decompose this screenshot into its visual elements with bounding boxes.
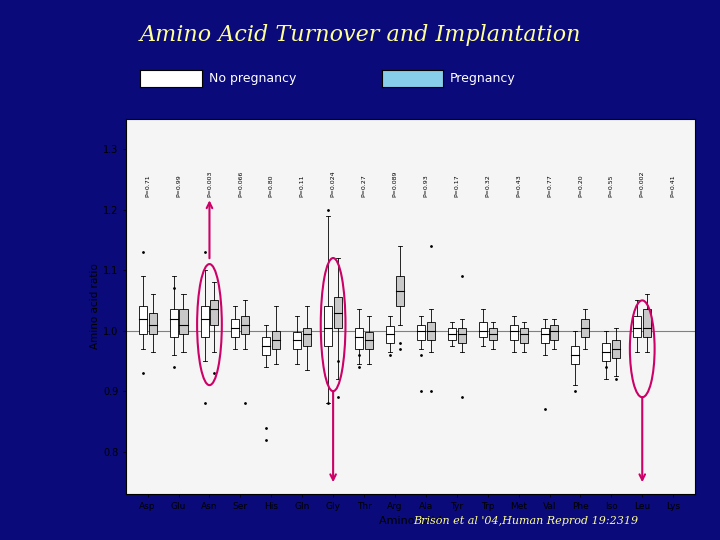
Text: P=0.55: P=0.55	[609, 175, 614, 198]
Bar	[303, 328, 311, 346]
Text: P=0.089: P=0.089	[392, 171, 397, 198]
Bar	[179, 309, 187, 334]
Bar	[272, 330, 280, 349]
Bar	[427, 322, 435, 340]
Bar	[541, 328, 549, 343]
Bar	[365, 332, 373, 349]
Bar	[510, 325, 518, 340]
Text: P=0.024: P=0.024	[330, 171, 336, 198]
Text: P=0.99: P=0.99	[176, 175, 181, 198]
Bar	[458, 328, 466, 343]
Text: P=0.43: P=0.43	[516, 175, 521, 198]
Text: P=0.27: P=0.27	[361, 175, 366, 198]
Bar	[550, 325, 559, 340]
Bar	[520, 328, 528, 343]
Bar	[603, 343, 611, 361]
Text: P=0.77: P=0.77	[547, 175, 552, 198]
Bar	[612, 340, 621, 358]
Text: P=0.41: P=0.41	[670, 175, 675, 198]
Bar	[170, 309, 178, 337]
X-axis label: Amino Acid: Amino Acid	[379, 516, 442, 526]
Bar	[396, 276, 404, 307]
Bar	[262, 337, 271, 355]
Y-axis label: Amino acid ratio: Amino acid ratio	[90, 264, 100, 349]
Bar	[334, 298, 342, 328]
Text: P=0.003: P=0.003	[207, 171, 212, 198]
Text: P=0.93: P=0.93	[423, 175, 428, 198]
Bar	[634, 315, 642, 337]
Bar	[355, 328, 363, 349]
Bar	[324, 307, 332, 346]
Text: P=0.11: P=0.11	[300, 175, 305, 198]
Text: P=0.20: P=0.20	[578, 175, 583, 198]
Bar	[417, 325, 425, 340]
Bar	[210, 300, 218, 325]
Bar	[200, 307, 209, 337]
Text: P=0.71: P=0.71	[145, 175, 150, 198]
Bar	[241, 315, 249, 334]
Bar	[572, 346, 580, 364]
Bar	[139, 307, 147, 334]
Bar	[581, 319, 590, 337]
Text: No pregnancy: No pregnancy	[209, 72, 296, 85]
Bar	[448, 328, 456, 340]
Text: P=0.80: P=0.80	[269, 175, 274, 198]
Bar	[386, 326, 394, 343]
Text: P=0.32: P=0.32	[485, 175, 490, 198]
Bar	[293, 332, 301, 349]
Bar	[489, 328, 497, 340]
Bar	[231, 319, 240, 337]
Bar	[479, 322, 487, 337]
Text: P=0.066: P=0.066	[238, 171, 243, 198]
Text: Pregnancy: Pregnancy	[450, 72, 516, 85]
Bar	[148, 313, 157, 334]
Bar	[643, 309, 651, 337]
Text: P=0.002: P=0.002	[640, 171, 644, 198]
Text: P=0.17: P=0.17	[454, 175, 459, 198]
Text: Brison et al '04,Human Reprod 19:2319: Brison et al '04,Human Reprod 19:2319	[413, 516, 638, 526]
Text: Amino Acid Turnover and Implantation: Amino Acid Turnover and Implantation	[139, 24, 581, 46]
